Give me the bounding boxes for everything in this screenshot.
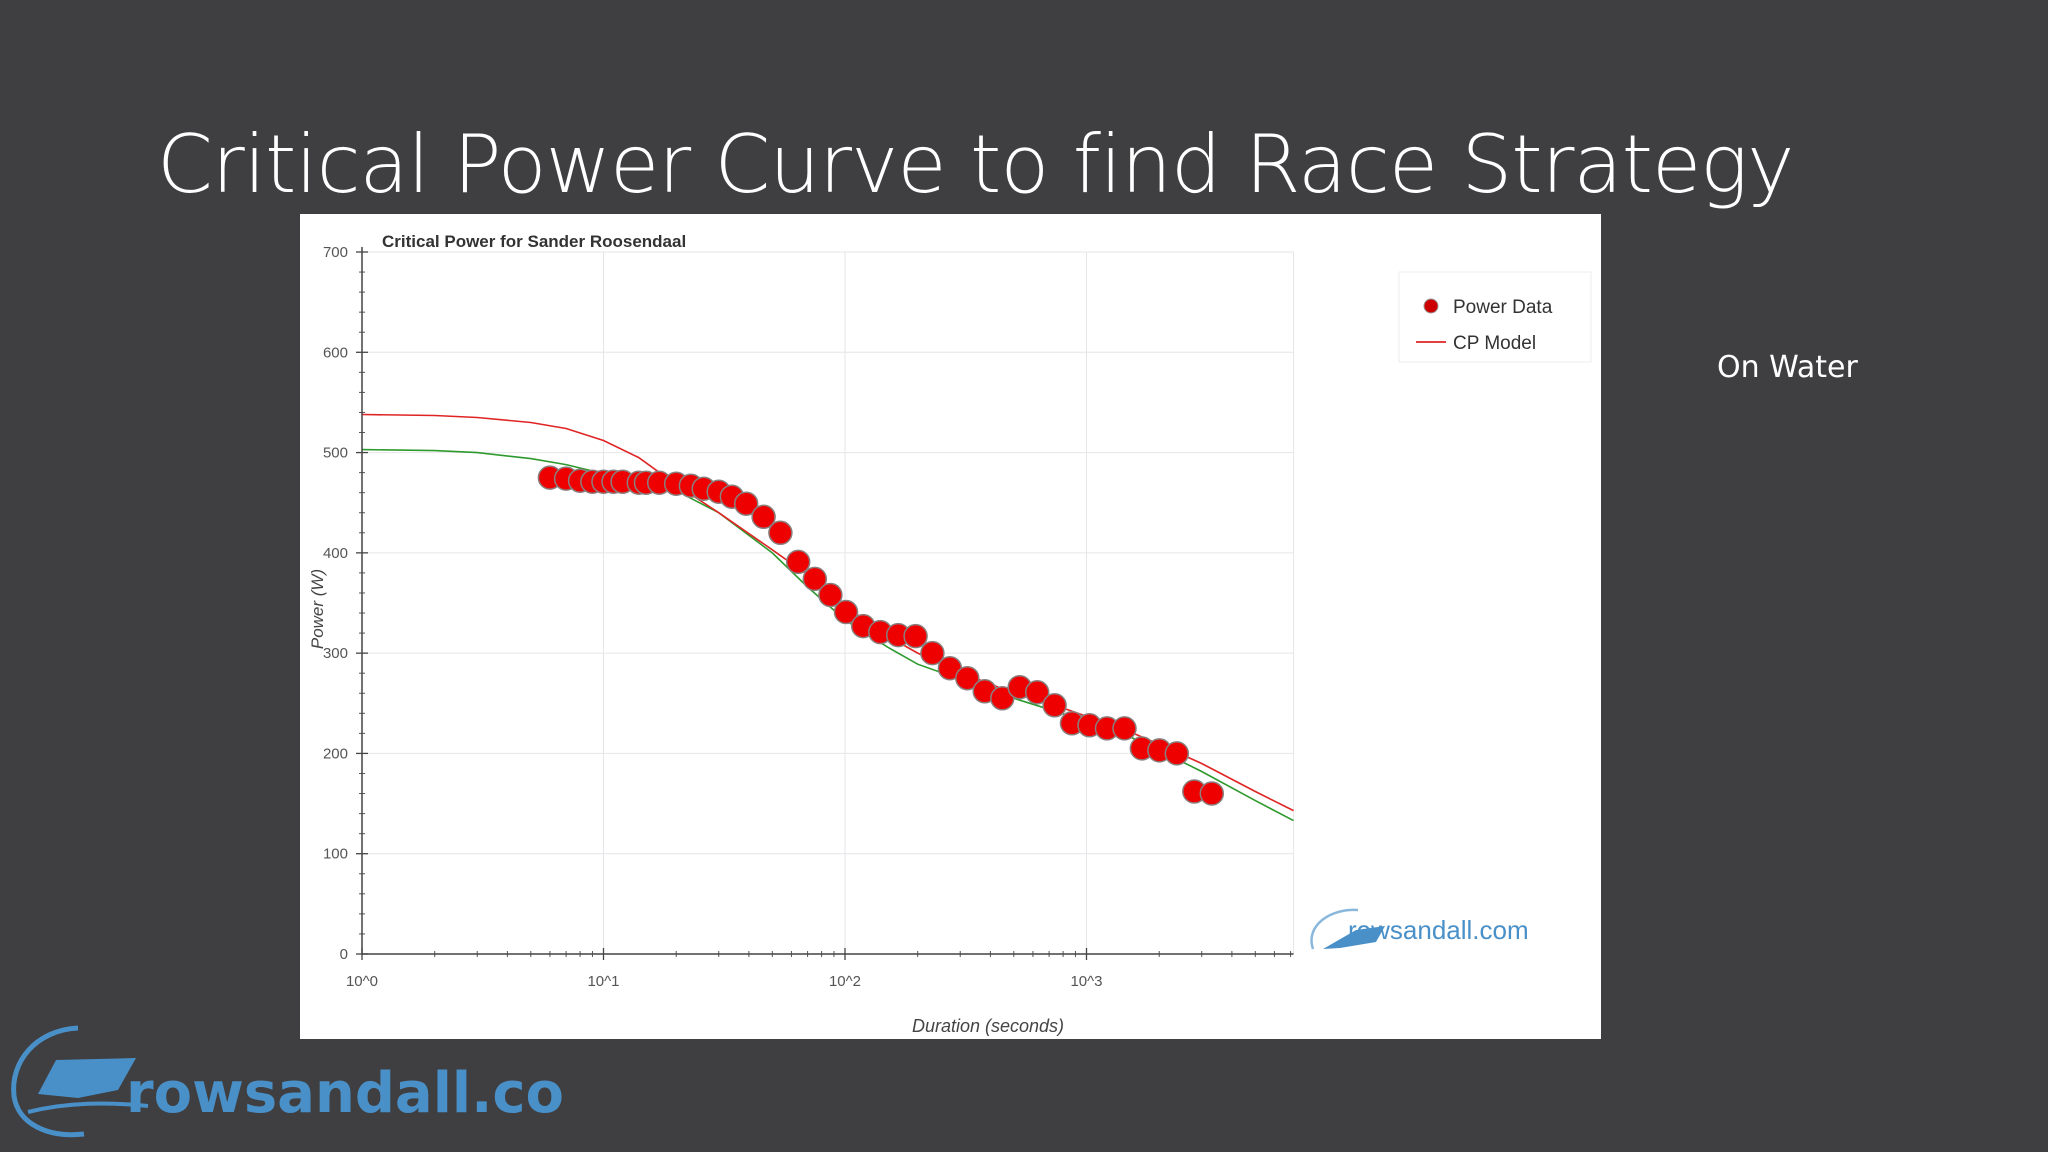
x-tick-label: 10^2 bbox=[829, 973, 861, 990]
y-tick-label: 400 bbox=[323, 545, 348, 562]
y-tick-label: 100 bbox=[323, 846, 348, 863]
power-data-points bbox=[537, 465, 1225, 806]
power-data-point bbox=[990, 686, 1015, 711]
power-data-point bbox=[1042, 693, 1067, 718]
power-data-point bbox=[1112, 716, 1137, 741]
side-note: On Water bbox=[1717, 350, 1858, 385]
logo-boat-icon bbox=[38, 1058, 136, 1098]
y-tick-label: 600 bbox=[323, 344, 348, 361]
y-tick-label: 0 bbox=[340, 946, 348, 963]
y-tick-label: 200 bbox=[323, 745, 348, 762]
y-tick-label: 300 bbox=[323, 645, 348, 662]
grid-layer bbox=[362, 251, 1295, 954]
power-data-point bbox=[1199, 781, 1225, 806]
x-tick-label: 10^0 bbox=[346, 973, 378, 990]
hull-icon bbox=[1323, 926, 1385, 949]
power-data-point bbox=[903, 623, 928, 649]
legend-box bbox=[1398, 271, 1592, 363]
power-data-point bbox=[733, 491, 759, 516]
power-data-point bbox=[833, 599, 859, 625]
logo-swoosh-icon bbox=[11, 1025, 85, 1138]
chart-legend: Power Data CP Model bbox=[1398, 271, 1592, 363]
slide-title: Critical Power Curve to find Race Strate… bbox=[157, 118, 1795, 211]
power-data-point bbox=[768, 520, 793, 546]
power-data-point bbox=[920, 640, 945, 666]
legend-marker-power-data bbox=[1423, 298, 1439, 314]
site-logo: rowsandall.com bbox=[8, 1024, 622, 1149]
power-data-point bbox=[802, 566, 828, 592]
power-curve-chart: rowsandall.com 0 100 200 300 400 500 600 700 10^… bbox=[308, 232, 1592, 1036]
chart-title: Critical Power for Sander Roosendaal bbox=[382, 232, 686, 251]
x-tick-label: 10^3 bbox=[1070, 973, 1102, 990]
power-data-point bbox=[818, 582, 843, 608]
legend-label-cp-model: CP Model bbox=[1453, 333, 1536, 354]
chart-panel: rowsandall.com 0 100 200 300 400 500 600 700 10^… bbox=[300, 214, 1601, 1039]
logo-graphic: rowsandall.com bbox=[11, 1025, 622, 1138]
y-axis-label: Power (W) bbox=[308, 569, 327, 649]
power-data-point bbox=[785, 549, 811, 575]
logo-wave-icon bbox=[27, 1101, 149, 1114]
x-axis-label: Duration (seconds) bbox=[912, 1016, 1064, 1036]
power-data-point bbox=[1164, 741, 1190, 766]
watermark-text: rowsandall.com bbox=[1348, 915, 1529, 945]
axes: 0 100 200 300 400 500 600 700 10^0 10^1 10^2 10^3 bbox=[323, 244, 1294, 990]
boat-icon bbox=[1310, 908, 1359, 950]
y-tick-label: 500 bbox=[323, 445, 348, 462]
logo-text: rowsandall.com bbox=[126, 1061, 568, 1126]
x-tick-label: 10^1 bbox=[587, 973, 619, 990]
power-data-point bbox=[955, 665, 980, 691]
y-tick-label: 700 bbox=[323, 244, 348, 261]
chart-watermark: rowsandall.com bbox=[1310, 908, 1529, 950]
fit-curve-line bbox=[361, 448, 1294, 822]
legend-label-power-data: Power Data bbox=[1453, 297, 1553, 318]
power-data-point bbox=[751, 504, 776, 530]
power-data-point bbox=[1024, 680, 1050, 705]
